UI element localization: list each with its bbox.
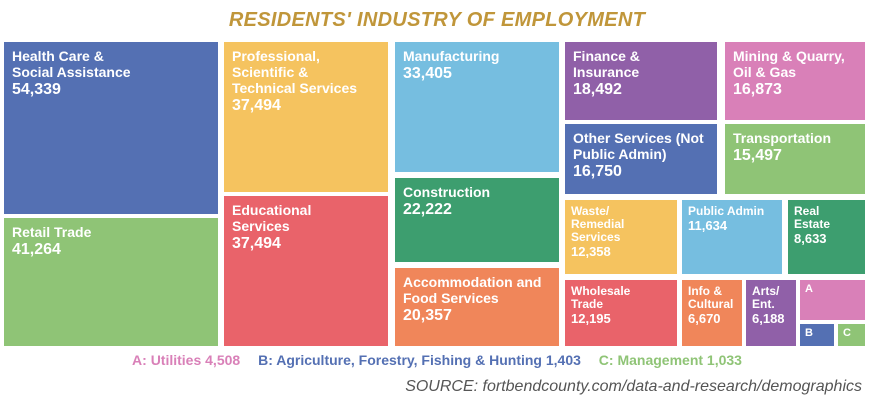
tile-label: Info & Cultural 6,670 — [688, 285, 738, 327]
footnote-b: B: Agriculture, Forestry, Fishing & Hunt… — [258, 352, 581, 368]
tile-public-admin: Public Admin 11,634 — [682, 200, 782, 274]
tile-retail-trade: Retail Trade 41,264 — [4, 218, 218, 346]
tile-utilities: A — [800, 280, 865, 320]
footnotes: A: Utilities 4,508 B: Agriculture, Fores… — [0, 352, 874, 368]
tile-transportation: Transportation 15,497 — [725, 124, 865, 194]
tile-finance-insurance: Finance & Insurance 18,492 — [565, 42, 717, 120]
tile-other-services-not-public-admin: Other Services (Not Public Admin) 16,750 — [565, 124, 717, 194]
tile-real-estate: Real Estate 8,633 — [788, 200, 865, 274]
tile-label: Arts/ Ent. 6,188 — [752, 285, 792, 327]
tile-value: 54,339 — [12, 81, 61, 98]
tile-value: 12,358 — [571, 244, 611, 259]
tile-construction: Construction 22,222 — [395, 178, 559, 262]
tile-value: 11,634 — [688, 218, 728, 233]
source-note: SOURCE: fortbendcounty.com/data-and-rese… — [405, 378, 862, 395]
tile-label: Retail Trade 41,264 — [12, 224, 214, 260]
tile-label: Waste/ Remedial Services 12,358 — [571, 205, 673, 260]
tile-management: C — [838, 324, 865, 346]
tile-info-cultural: Info & Cultural 6,670 — [682, 280, 742, 346]
tile-value: 15,497 — [733, 147, 782, 164]
tile-label: Professional, Scientific & Technical Ser… — [232, 48, 384, 116]
chart-title: RESIDENTS' INDUSTRY OF EMPLOYMENT — [228, 9, 646, 31]
tile-label: Public Admin 11,634 — [688, 205, 778, 234]
tile-value: 8,633 — [794, 231, 827, 246]
tile-value: 20,357 — [403, 307, 452, 324]
tile-mining-quarry-oil-gas: Mining & Quarry, Oil & Gas 16,873 — [725, 42, 865, 120]
tile-label: Educational Services 37,494 — [232, 202, 384, 254]
tile-agriculture-forestry-fishing-hunting: B — [800, 324, 834, 346]
tile-arts-ent: Arts/ Ent. 6,188 — [746, 280, 796, 346]
tile-health-care-social-assistance: Health Care & Social Assistance 54,339 — [4, 42, 218, 214]
tile-label: C — [843, 327, 851, 339]
tile-professional-scientific-technical-services: Professional, Scientific & Technical Ser… — [224, 42, 388, 192]
tile-value: 6,188 — [752, 311, 785, 326]
tile-label: Real Estate 8,633 — [794, 205, 861, 247]
tile-label: B — [805, 327, 813, 339]
tile-value: 41,264 — [12, 241, 61, 258]
tile-label: Wholesale Trade 12,195 — [571, 285, 673, 327]
footnote-c: C: Management 1,033 — [598, 352, 742, 368]
tile-label: Manufacturing 33,405 — [403, 48, 555, 84]
tile-manufacturing: Manufacturing 33,405 — [395, 42, 559, 172]
tile-value: 18,492 — [573, 81, 622, 98]
tile-value: 22,222 — [403, 201, 452, 218]
tile-value: 16,873 — [733, 81, 782, 98]
tile-label: Accommodation and Food Services 20,357 — [403, 274, 555, 326]
tile-accommodation-and-food-services: Accommodation and Food Services 20,357 — [395, 268, 559, 346]
tile-label: Other Services (Not Public Admin) 16,750 — [573, 130, 713, 182]
tile-label: Construction 22,222 — [403, 184, 555, 220]
tile-value: 37,494 — [232, 97, 281, 114]
tile-label: Mining & Quarry, Oil & Gas 16,873 — [733, 48, 861, 100]
footnote-a: A: Utilities 4,508 — [132, 352, 241, 368]
tile-educational-services: Educational Services 37,494 — [224, 196, 388, 346]
tile-wholesale-trade: Wholesale Trade 12,195 — [565, 280, 677, 346]
tile-waste-remedial-services: Waste/ Remedial Services 12,358 — [565, 200, 677, 274]
tile-value: 16,750 — [573, 163, 622, 180]
tile-label: Health Care & Social Assistance 54,339 — [12, 48, 214, 100]
tile-value: 6,670 — [688, 311, 721, 326]
tile-value: 33,405 — [403, 65, 452, 82]
tile-label: Finance & Insurance 18,492 — [573, 48, 713, 100]
tile-label: A — [805, 283, 813, 295]
tile-value: 37,494 — [232, 235, 281, 252]
tile-label: Transportation 15,497 — [733, 130, 861, 166]
tile-value: 12,195 — [571, 311, 611, 326]
